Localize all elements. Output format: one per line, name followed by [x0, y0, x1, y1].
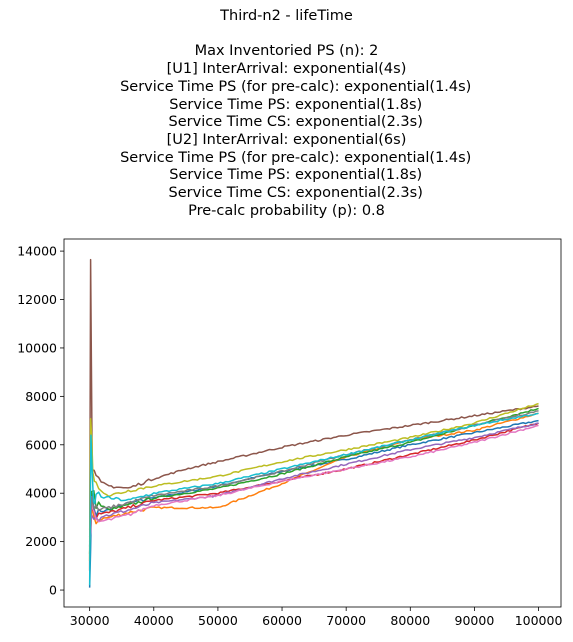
y-tick-label: 12000	[17, 292, 57, 307]
y-tick-label: 4000	[25, 486, 57, 501]
subtitle-line: [U2] InterArrival: exponential(6s)	[166, 131, 407, 148]
subtitle-line: Service Time CS: exponential(2.3s)	[150, 114, 423, 131]
plot-frame	[63, 238, 562, 608]
x-tick-label: 40000	[134, 613, 174, 628]
x-tick-label: 60000	[262, 613, 302, 628]
x-tick-label: 70000	[326, 613, 366, 628]
subtitle-line: Pre-calc probability (p): 0.8	[188, 202, 385, 219]
series-line-5	[88, 422, 539, 537]
series-layer	[88, 258, 539, 588]
x-tick-label: 90000	[455, 613, 495, 628]
subtitle-line: Max Inventoried PS (n): 2	[194, 43, 379, 60]
series-line-10	[88, 412, 539, 586]
x-tick-label: 100000	[515, 613, 563, 628]
x-tick-label: 50000	[198, 613, 238, 628]
y-tick-label: 8000	[25, 389, 57, 404]
y-tick-label: 14000	[17, 244, 57, 259]
series-line-7	[88, 424, 539, 542]
subtitle-line: Service Time PS (for pre-calc): exponent…	[101, 149, 472, 166]
subtitle-line: Service Time PS: exponential(1.8s)	[150, 167, 423, 184]
y-tick-label: 6000	[25, 437, 57, 452]
axis-layer: 30000 40000 50000 60000 70000 80000 90000 10000…	[17, 244, 562, 628]
chart-title-block: Third-n2 - lifeTime Max Inventoried PS (…	[0, 8, 573, 220]
subtitle-line: Service Time PS: exponential(1.8s)	[150, 96, 423, 113]
x-tick-label: 30000	[70, 613, 110, 628]
subtitle-line: Service Time PS (for pre-calc): exponent…	[101, 78, 472, 95]
series-line-3	[88, 407, 539, 554]
series-line-6	[88, 258, 539, 571]
x-tick-label: 80000	[390, 613, 430, 628]
y-tick-label: 2000	[25, 534, 57, 549]
y-tick-label: 10000	[17, 340, 57, 355]
subtitle-line: Service Time CS: exponential(2.3s)	[150, 185, 423, 202]
chart-title: Third-n2 - lifeTime	[220, 8, 353, 24]
subtitle-line: [U1] InterArrival: exponential(4s)	[166, 61, 407, 78]
series-line-9	[88, 402, 539, 562]
y-tick-label: 0	[49, 583, 57, 598]
